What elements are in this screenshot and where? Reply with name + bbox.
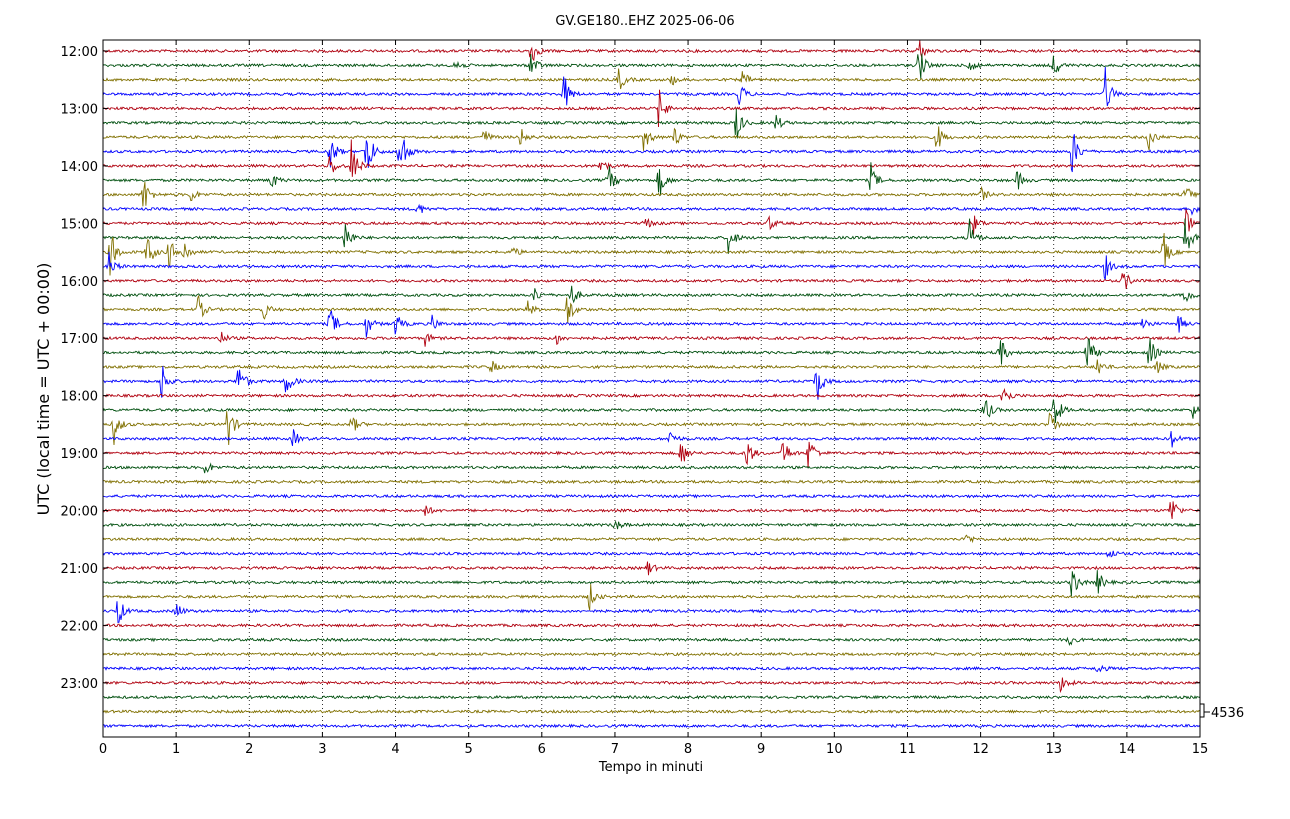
trace-2145 xyxy=(102,601,1201,624)
trace-1715 xyxy=(102,337,1200,366)
trace-2215 xyxy=(102,636,1201,646)
y-tick-label: 17:00 xyxy=(61,332,98,347)
x-tick-label: 14 xyxy=(1119,742,1136,757)
trace-2300 xyxy=(102,677,1201,694)
y-tick-label: 15:00 xyxy=(61,217,98,232)
scale-label: 4536 xyxy=(1211,706,1244,721)
chart-title: GV.GE180..EHZ 2025-06-06 xyxy=(555,14,734,29)
x-axis-label: Tempo in minuti xyxy=(598,760,703,775)
x-axis-ticks: 0 1 2 3 4 5 6 7 8 9 10 11 12 13 14 15 xyxy=(99,40,1208,757)
x-tick-label: 11 xyxy=(899,742,916,757)
y-tick-label: 23:00 xyxy=(61,677,98,692)
trace-1645 xyxy=(102,310,1201,338)
y-axis-label: UTC (local time = UTC + 00:00) xyxy=(34,263,53,516)
trace-1500 xyxy=(102,209,1201,235)
trace-1245 xyxy=(102,66,1201,107)
trace-1900 xyxy=(102,441,1201,469)
trace-1430 xyxy=(102,181,1201,207)
trace-1630 xyxy=(102,295,1201,324)
trace-1400 xyxy=(102,139,1201,177)
x-tick-label: 5 xyxy=(465,742,473,757)
trace-1930 xyxy=(102,479,1201,485)
vertical-gridlines xyxy=(175,40,1128,737)
x-tick-label: 1 xyxy=(172,742,180,757)
x-tick-label: 7 xyxy=(611,742,619,757)
trace-1300 xyxy=(102,89,1201,128)
seismic-traces xyxy=(102,40,1201,729)
y-tick-label: 16:00 xyxy=(61,275,98,290)
x-tick-label: 2 xyxy=(245,742,253,757)
trace-2045 xyxy=(102,550,1201,558)
trace-1915 xyxy=(102,462,1201,474)
trace-1345 xyxy=(102,134,1200,173)
y-tick-label: 21:00 xyxy=(61,562,98,577)
trace-2245 xyxy=(102,664,1200,673)
trace-1530 xyxy=(102,232,1201,276)
x-tick-label: 0 xyxy=(99,742,107,757)
trace-1700 xyxy=(102,331,1201,347)
trace-1445 xyxy=(102,203,1201,216)
x-tick-label: 15 xyxy=(1192,742,1209,757)
x-tick-label: 3 xyxy=(318,742,326,757)
trace-2315 xyxy=(103,694,1201,700)
y-tick-label: 18:00 xyxy=(61,390,98,405)
y-tick-label: 14:00 xyxy=(61,160,98,175)
trace-2330 xyxy=(102,709,1201,715)
trace-2200 xyxy=(102,622,1201,628)
trace-1330 xyxy=(102,126,1201,151)
trace-2130 xyxy=(102,584,1201,611)
x-tick-label: 4 xyxy=(391,742,399,757)
trace-2015 xyxy=(102,520,1201,530)
trace-1800 xyxy=(102,387,1201,401)
x-tick-label: 12 xyxy=(972,742,989,757)
x-tick-label: 8 xyxy=(684,742,692,757)
trace-1515 xyxy=(102,218,1201,254)
scale-indicator: 4536 xyxy=(1199,703,1244,721)
trace-1845 xyxy=(102,429,1201,448)
trace-1600 xyxy=(102,273,1201,290)
scale-bar xyxy=(1199,703,1205,718)
x-tick-label: 10 xyxy=(826,742,843,757)
trace-1315 xyxy=(102,109,1201,139)
trace-1415 xyxy=(102,162,1201,196)
y-tick-label: 22:00 xyxy=(61,619,98,634)
y-tick-label: 20:00 xyxy=(61,505,98,520)
trace-2345 xyxy=(102,723,1201,729)
trace-1730 xyxy=(102,359,1201,374)
y-axis-ticks: 12:00 13:00 14:00 15:00 16:00 17:00 18:00 19:00… xyxy=(61,45,1200,692)
trace-1215 xyxy=(102,53,1201,79)
trace-2100 xyxy=(103,561,1201,576)
trace-1200 xyxy=(102,40,1201,62)
plot-frame xyxy=(102,39,1201,738)
trace-1615 xyxy=(102,285,1201,304)
trace-1945 xyxy=(102,493,1201,499)
x-tick-label: 9 xyxy=(757,742,765,757)
trace-2030 xyxy=(102,534,1201,544)
trace-2115 xyxy=(102,570,1201,597)
trace-1815 xyxy=(102,399,1201,424)
trace-2000 xyxy=(102,501,1201,520)
trace-1745 xyxy=(102,365,1201,400)
x-tick-label: 13 xyxy=(1045,742,1062,757)
y-tick-label: 19:00 xyxy=(61,447,98,462)
trace-1545 xyxy=(102,251,1201,280)
y-tick-label: 13:00 xyxy=(61,102,98,117)
y-tick-label: 12:00 xyxy=(61,45,98,60)
x-tick-label: 6 xyxy=(538,742,546,757)
trace-2230 xyxy=(102,651,1201,657)
trace-1230 xyxy=(102,68,1200,90)
trace-1830 xyxy=(102,411,1201,446)
